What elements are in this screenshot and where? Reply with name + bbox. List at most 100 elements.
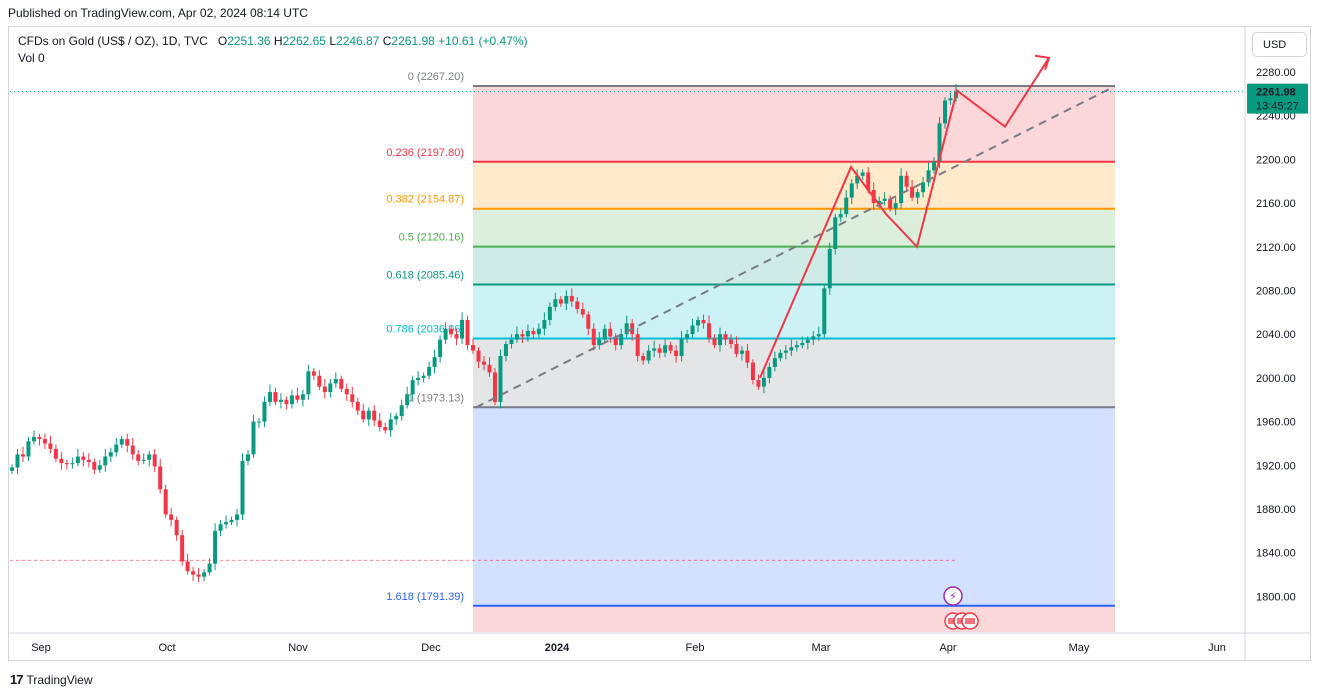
x-tick-label: Oct	[158, 642, 175, 654]
candle-body	[394, 416, 398, 419]
candle-body	[208, 564, 212, 573]
candle-body	[795, 345, 799, 347]
chart-canvas[interactable]: 0 (2267.20)0.236 (2197.80)0.382 (2154.87…	[0, 0, 1322, 697]
symbol-title[interactable]: CFDs on Gold (US$ / OZ), 1D, TVC	[18, 34, 208, 48]
candle-body	[103, 457, 107, 466]
candle-body	[306, 371, 310, 394]
candle-body	[411, 380, 415, 394]
candle-body	[323, 387, 327, 392]
fib-zone	[473, 247, 1115, 285]
candle-body	[663, 345, 667, 353]
legend-volume: Vol 0	[18, 51, 45, 65]
candle-body	[658, 348, 662, 352]
candle-body	[268, 392, 272, 402]
candle-body	[59, 459, 63, 463]
candle-body	[910, 187, 914, 198]
candle-body	[416, 378, 420, 380]
candle-body	[290, 395, 294, 404]
vol-label: Vol	[18, 51, 35, 65]
candle-body	[696, 320, 700, 325]
candle-body	[575, 301, 579, 309]
candle-body	[504, 344, 508, 356]
high-label: H	[274, 34, 283, 48]
y-tick-label: 1880.00	[1256, 504, 1296, 516]
candle-body	[76, 457, 80, 464]
candle-body	[367, 411, 371, 420]
candle-body	[466, 320, 470, 345]
candle-body	[427, 367, 431, 376]
candle-body	[438, 340, 442, 357]
candle-body	[246, 454, 250, 461]
candle-body	[356, 402, 360, 411]
candle-body	[570, 296, 574, 301]
candle-body	[773, 358, 777, 367]
candle-body	[702, 320, 706, 323]
candle-body	[515, 334, 519, 339]
candle-body	[548, 307, 552, 320]
currency-button[interactable]: USD	[1252, 32, 1307, 57]
y-tick-label: 2160.00	[1256, 198, 1296, 210]
vol-value: 0	[38, 51, 45, 65]
candle-body	[861, 173, 865, 176]
candle-body	[680, 339, 684, 356]
countdown-label: 13:45:27	[1256, 101, 1299, 113]
fib-level-label: 0.382 (2154.87)	[386, 194, 464, 206]
low-label: L	[329, 34, 336, 48]
y-tick-label: 2280.00	[1256, 67, 1296, 79]
fib-level-label: 1.618 (1791.39)	[386, 591, 464, 603]
candle-body	[553, 299, 557, 307]
candle-body	[883, 199, 887, 201]
candle-body	[526, 331, 530, 336]
candle-body	[383, 427, 387, 430]
x-tick-label: Sep	[31, 642, 51, 654]
candle-body	[592, 329, 596, 345]
candle-body	[542, 320, 546, 329]
candle-body	[202, 572, 206, 576]
y-tick-label: 1920.00	[1256, 460, 1296, 472]
candle-body	[433, 357, 437, 367]
high-value: 2262.65	[283, 34, 326, 48]
fib-level-label: 0 (2267.20)	[408, 71, 464, 83]
candle-body	[745, 351, 749, 363]
candle-body	[147, 454, 151, 459]
candle-body	[608, 329, 612, 337]
fib-zone	[473, 339, 1115, 408]
candle-body	[455, 334, 459, 338]
candle-body	[894, 203, 898, 208]
candle-body	[350, 394, 354, 402]
y-tick-label: 1800.00	[1256, 591, 1296, 603]
candle-body	[21, 454, 25, 456]
candle-body	[707, 323, 711, 338]
fib-zone	[473, 606, 1115, 632]
candle-body	[537, 329, 541, 334]
candle-body	[718, 334, 722, 345]
candle-body	[669, 345, 673, 350]
candle-body	[767, 367, 771, 378]
candle-body	[164, 489, 168, 514]
x-tick-label: Apr	[939, 642, 956, 654]
candle-body	[647, 351, 651, 361]
candle-body	[197, 575, 201, 577]
fib-zone	[473, 86, 1115, 162]
candle-body	[131, 446, 135, 455]
candle-body	[92, 462, 96, 470]
candle-body	[806, 340, 810, 343]
candle-body	[564, 296, 568, 304]
x-tick-label: Mar	[812, 642, 831, 654]
y-tick-label: 1960.00	[1256, 417, 1296, 429]
candle-body	[460, 320, 464, 339]
y-tick-label: 1840.00	[1256, 548, 1296, 560]
candle-body	[32, 437, 36, 441]
y-tick-label: 2040.00	[1256, 329, 1296, 341]
candle-body	[251, 422, 255, 455]
candle-body	[70, 463, 74, 464]
candle-body	[175, 520, 179, 535]
candle-body	[784, 351, 788, 353]
candle-body	[180, 535, 184, 561]
candle-body	[372, 411, 376, 421]
candle-body	[932, 162, 936, 171]
tradingview-logo-icon: 17	[10, 672, 22, 687]
fib-zone	[473, 162, 1115, 209]
candle-body	[740, 351, 744, 354]
candle-body	[136, 454, 140, 461]
